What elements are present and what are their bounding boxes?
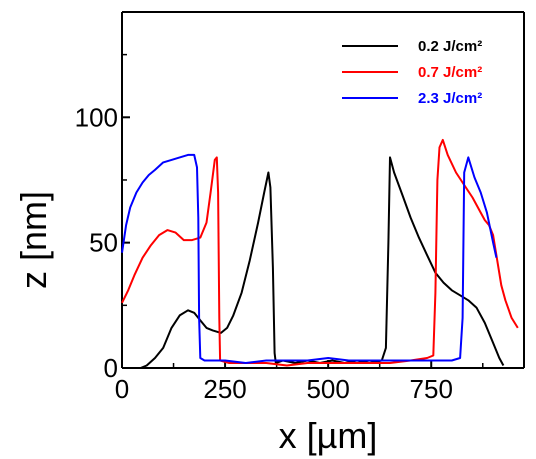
x-tick-label: 500 xyxy=(306,374,349,404)
legend-label-3: 2.3 J/cm² xyxy=(418,90,482,107)
series-line-2 xyxy=(121,138,519,367)
tick-labels: 0 250 500 750 0 50 100 xyxy=(75,102,453,404)
plot-frame xyxy=(121,11,525,369)
legend-label-2: 0.7 J/cm² xyxy=(418,64,482,81)
series-line-3 xyxy=(121,153,498,364)
axis-ticks xyxy=(121,53,484,369)
legend-label-1: 0.2 J/cm² xyxy=(418,38,482,55)
y-tick-label: 100 xyxy=(75,102,118,132)
y-axis-label: z [nm] xyxy=(13,191,54,289)
series-line-1 xyxy=(140,156,505,369)
y-tick-label: 0 xyxy=(104,353,118,383)
series-lines xyxy=(121,138,519,369)
x-axis-label: x [µm] xyxy=(279,415,378,456)
y-tick-label: 50 xyxy=(89,228,118,258)
x-tick-label: 250 xyxy=(203,374,246,404)
legend: 0.2 J/cm² 0.7 J/cm² 2.3 J/cm² xyxy=(342,38,482,107)
x-tick-label: 0 xyxy=(115,374,129,404)
x-tick-label: 750 xyxy=(410,374,453,404)
